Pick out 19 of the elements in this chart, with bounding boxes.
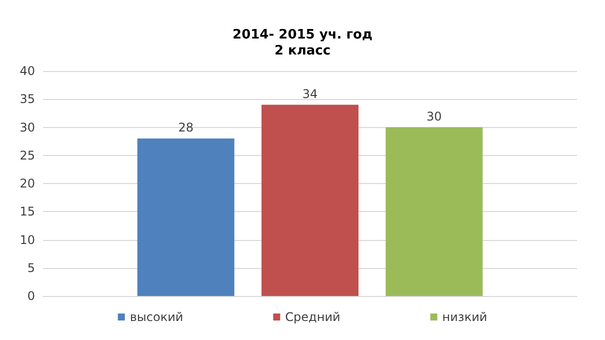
y-tick-label: 15 [20,204,35,219]
bar [137,138,234,296]
y-tick-label: 30 [20,120,35,134]
y-tick-label: 40 [20,64,35,78]
chart-title: 2014- 2015 уч. год 2 класс [232,28,372,58]
bar [386,127,483,296]
y-tick-label: 25 [20,148,35,162]
legend-label: Средний [285,310,340,324]
y-tick-label: 10 [20,232,35,247]
y-tick-label: 5 [27,260,35,275]
legend-label: высокий [130,310,184,324]
data-label: 34 [302,86,318,101]
legend-label: низкий [442,310,488,324]
y-tick-label: 20 [20,176,35,190]
data-label: 30 [426,109,442,124]
y-tick-label: 35 [20,92,35,106]
bar [262,104,358,296]
data-label: 28 [178,120,194,134]
y-tick-label: 0 [27,289,35,303]
